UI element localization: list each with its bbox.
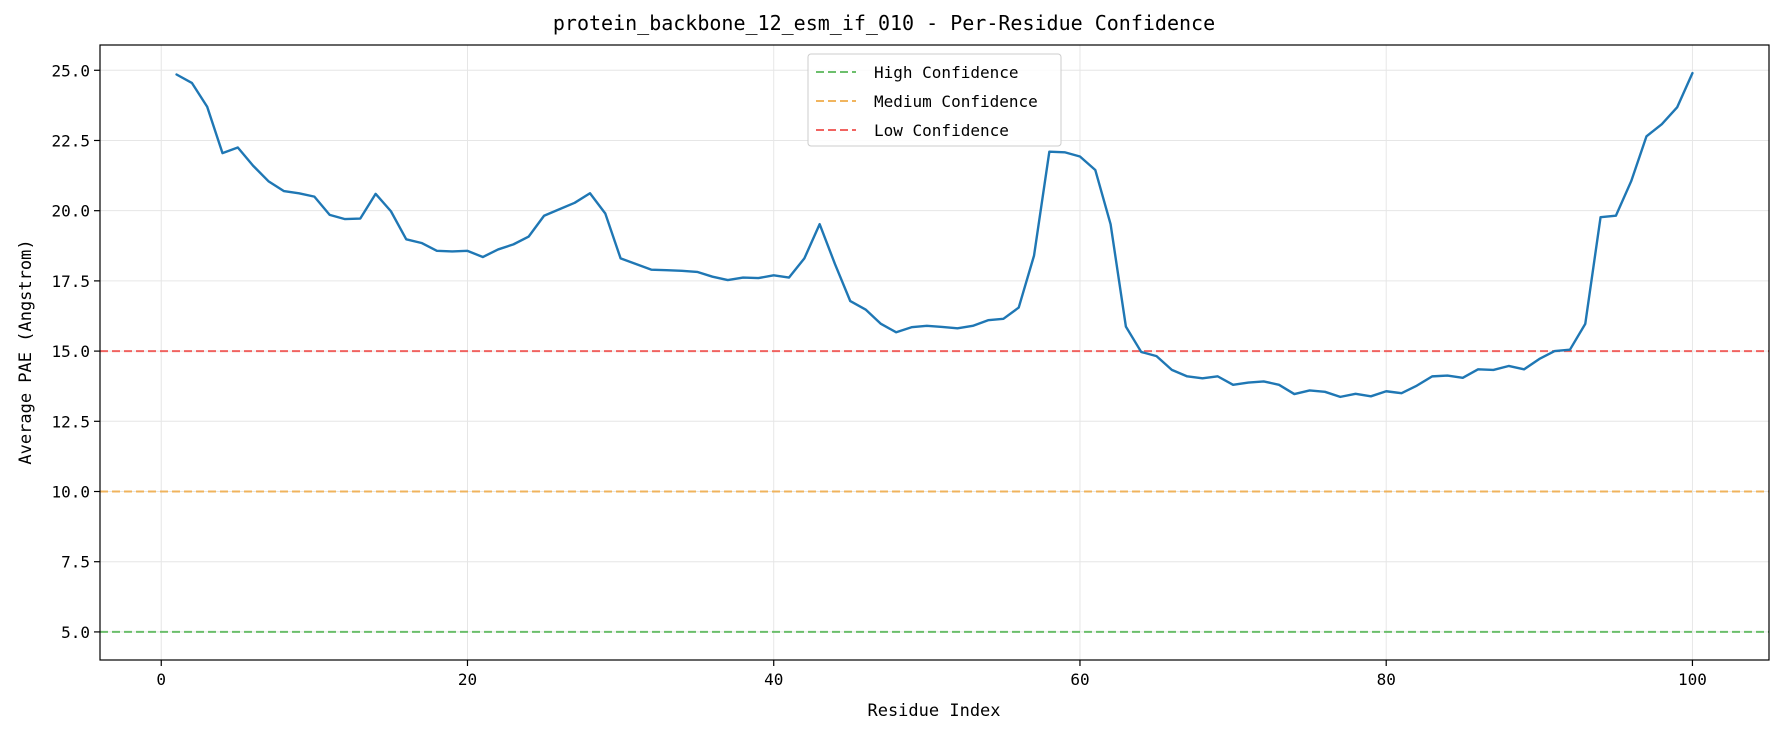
x-tick-label: 0 (156, 670, 166, 689)
x-tick-label: 80 (1377, 670, 1396, 689)
legend-label: Medium Confidence (874, 92, 1038, 111)
legend-label: Low Confidence (874, 121, 1009, 140)
y-axis-label: Average PAE (Angstrom) (16, 239, 36, 464)
y-tick-label: 10.0 (51, 483, 90, 502)
y-axis-ticks: 5.0 7.5 10.0 12.5 15.0 17.5 20.0 22.5 25.0 (51, 61, 100, 642)
series-line (175, 71, 1694, 399)
y-tick-label: 22.5 (51, 131, 90, 150)
axes-frame (99, 44, 1770, 661)
series-lines (175, 71, 1694, 399)
y-tick-label: 20.0 (51, 202, 90, 221)
y-tick-label: 12.5 (51, 412, 90, 431)
legend: High Confidence Medium Confidence Low Conf… (807, 53, 1062, 147)
x-tick-label: 100 (1678, 670, 1707, 689)
legend-items: High Confidence Medium Confidence Low Conf… (816, 63, 1038, 140)
chart-title: protein_backbone_12_esm_if_010 - Per-Res… (553, 11, 1215, 35)
reference-lines (100, 350, 1769, 633)
x-axis-label: Residue Index (867, 701, 1000, 721)
y-tick-label: 17.5 (51, 272, 90, 291)
x-tick-label: 60 (1070, 670, 1089, 689)
x-tick-label: 40 (764, 670, 783, 689)
y-tick-label: 5.0 (61, 623, 90, 642)
y-tick-label: 15.0 (51, 342, 90, 361)
x-tick-label: 20 (458, 670, 477, 689)
legend-label: High Confidence (874, 63, 1019, 82)
legend-frame (807, 53, 1062, 147)
y-tick-label: 7.5 (61, 553, 90, 572)
y-tick-label: 25.0 (51, 61, 90, 80)
x-axis-ticks: 0 20 40 60 80 100 (156, 660, 1707, 689)
